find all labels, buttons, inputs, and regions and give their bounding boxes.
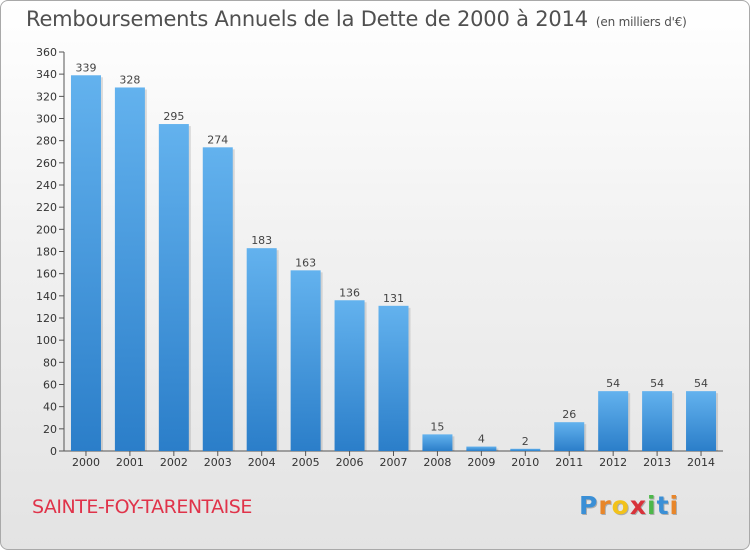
bar [598,391,629,451]
bars [70,75,719,452]
y-tick-label: 340 [36,68,57,81]
y-tick-label: 60 [43,379,57,392]
x-tick-label: 2001 [116,456,144,469]
chart-title: Remboursements Annuels de la Dette de 20… [26,7,687,31]
bar [642,391,673,451]
y-tick-label: 200 [36,223,57,236]
bar-value-label: 2 [522,435,529,448]
bar [334,300,365,451]
bar-value-label: 54 [650,377,664,390]
bar-value-label: 183 [251,234,272,247]
chart-subtitle: (en milliers d'€) [595,15,687,29]
y-tick-label: 20 [43,423,57,436]
y-tick-label: 260 [36,157,57,170]
bar-value-label: 15 [430,420,444,433]
bar [70,75,101,452]
y-tick-label: 0 [50,445,57,458]
y-tick-label: 220 [36,201,57,214]
x-tick-label: 2012 [599,456,627,469]
x-tick-label: 2011 [555,456,583,469]
y-axis: 0 20 40 60 80 100 120 140 160 180 200 220 240 260 280 3… [36,46,65,458]
y-tick-label: 100 [36,334,57,347]
logo-letter: i [647,491,657,520]
y-tick-label: 180 [36,246,57,259]
x-tick-label: 2007 [380,456,408,469]
bar [686,391,717,451]
bar-value-label: 163 [295,256,316,269]
bar [202,147,233,452]
x-tick-label: 2002 [160,456,188,469]
bar [114,87,145,451]
y-tick-label: 140 [36,290,57,303]
x-tick-label: 2003 [204,456,232,469]
value-labels: 339 328 295 274 183 163 136 131 15 4 2 26 54 54 54 [75,61,708,448]
bar [510,448,541,451]
y-tick-label: 160 [36,268,57,281]
bar [466,446,497,451]
bar-value-label: 54 [606,377,620,390]
y-tick-label: 280 [36,135,57,148]
x-tick-label: 2006 [336,456,364,469]
y-tick-label: 320 [36,90,57,103]
y-tick-label: 40 [43,401,57,414]
bar-value-label: 339 [75,61,96,74]
x-tick-label: 2014 [687,456,715,469]
logo-letter: t [656,491,670,520]
bar [158,124,189,452]
x-tick-label: 2010 [511,456,539,469]
bar-value-label: 136 [339,286,360,299]
logo-letter: o [611,491,630,520]
bar [290,270,321,451]
bar-value-label: 328 [119,73,140,86]
bar [554,422,585,451]
x-tick-label: 2005 [292,456,320,469]
logo-letter: i [669,491,680,520]
bar-value-label: 274 [207,133,228,146]
bar [378,305,409,451]
bar-value-label: 131 [383,292,404,305]
y-tick-label: 120 [36,312,57,325]
x-tick-label: 2013 [643,456,671,469]
chart-title-text: Remboursements Annuels de la Dette de 20… [26,7,588,31]
logo-letter: x [629,491,647,520]
bar-value-label: 54 [694,377,708,390]
x-axis: 2000 2001 2002 2003 2004 2005 2006 2007 2008 2009… [64,450,723,469]
bar-value-label: 4 [478,433,485,446]
x-tick-label: 2009 [467,456,495,469]
bar-value-label: 26 [562,408,576,421]
bar [246,248,277,451]
bar-value-label: 295 [163,110,184,123]
bar [422,434,453,451]
x-tick-label: 2008 [423,456,451,469]
y-tick-label: 80 [43,356,57,369]
x-tick-label: 2004 [248,456,276,469]
y-tick-label: 300 [36,113,57,126]
logo-letter: P [579,491,599,520]
proxiti-logo: Proxiti [579,491,679,520]
y-tick-label: 240 [36,179,57,192]
y-tick-label: 360 [36,46,57,59]
logo-letter: r [598,491,612,520]
x-tick-label: 2000 [72,456,100,469]
commune-name: SAINTE-FOY-TARENTAISE [32,496,252,518]
